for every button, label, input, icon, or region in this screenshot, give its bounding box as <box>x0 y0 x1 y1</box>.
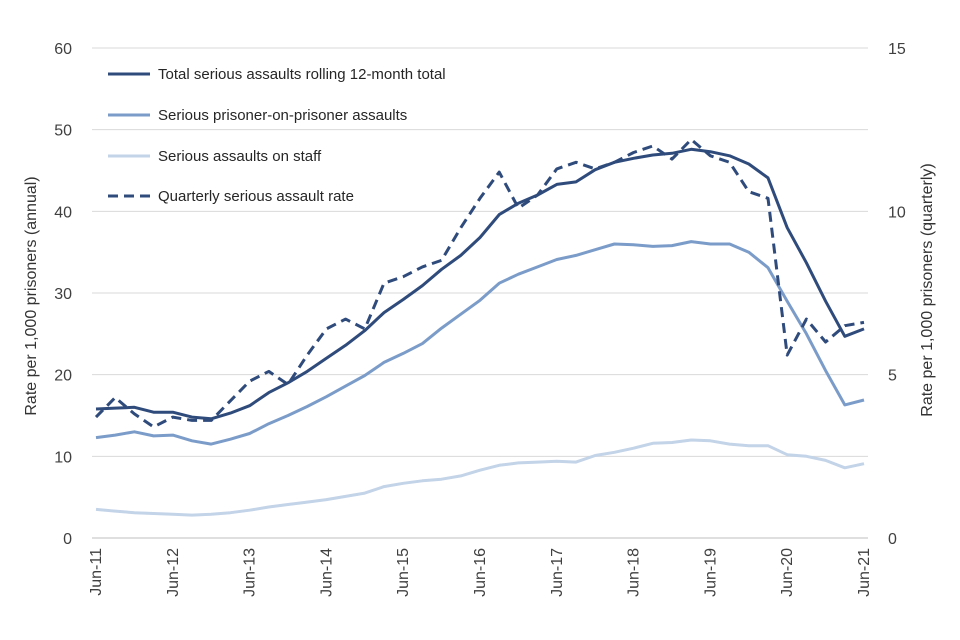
x-tick-label: Jun-21 <box>856 548 873 597</box>
x-tick-label: Jun-18 <box>626 548 643 597</box>
series-line-3 <box>94 138 865 429</box>
right-tick-label: 0 <box>888 531 897 548</box>
gridlines <box>92 47 868 539</box>
x-tick-label: Jun-17 <box>549 548 566 597</box>
series-line-0 <box>95 147 865 421</box>
series-lines <box>94 138 865 517</box>
left-tick-label: 30 <box>54 286 72 303</box>
legend-label-0: Total serious assaults rolling 12-month … <box>158 66 446 83</box>
x-tick-label: Jun-16 <box>472 548 489 597</box>
left-tick-label: 20 <box>54 368 72 385</box>
x-tick-label: Jun-14 <box>318 548 335 597</box>
right-axis-ticks: 0 5 10 15 <box>888 41 906 548</box>
left-axis-title: Rate per 1,000 prisoners (annual) <box>23 176 40 415</box>
x-axis-ticks: Jun-11 Jun-12 Jun-13 Jun-14 Jun-15 Jun-16 Jun-… <box>88 548 873 597</box>
left-tick-label: 50 <box>54 123 72 140</box>
legend-label-3: Quarterly serious assault rate <box>158 188 354 205</box>
right-axis-title: Rate per 1,000 prisoners (quarterly) <box>919 163 936 416</box>
x-tick-label: Jun-15 <box>395 548 412 597</box>
right-tick-label: 5 <box>888 368 897 385</box>
x-tick-label: Jun-20 <box>779 548 796 597</box>
right-tick-label: 15 <box>888 41 906 58</box>
x-tick-label: Jun-12 <box>165 548 182 597</box>
x-tick-label: Jun-19 <box>702 548 719 597</box>
left-tick-label: 60 <box>54 41 72 58</box>
legend-label-2: Serious assaults on staff <box>158 148 322 165</box>
left-tick-label: 40 <box>54 204 72 221</box>
legend-label-1: Serious prisoner-on-prisoner assaults <box>158 107 407 124</box>
series-line-2 <box>95 438 865 517</box>
legend: Total serious assaults rolling 12-month … <box>108 66 446 205</box>
left-axis-ticks: 0 10 20 30 40 50 60 <box>54 41 72 548</box>
right-tick-label: 10 <box>888 204 906 221</box>
series-line-1 <box>95 240 865 446</box>
x-tick-label: Jun-13 <box>242 548 259 597</box>
x-tick-label: Jun-11 <box>88 548 105 596</box>
left-tick-label: 10 <box>54 449 72 466</box>
left-tick-label: 0 <box>63 531 72 548</box>
